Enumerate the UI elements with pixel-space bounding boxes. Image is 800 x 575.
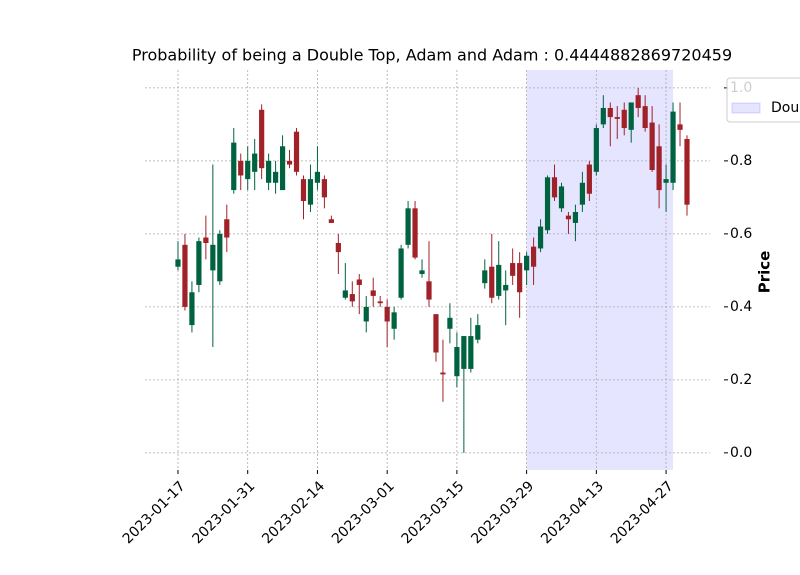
x-tick-label: 2023-03-15: [399, 478, 468, 547]
x-tick-label: 2023-01-31: [190, 478, 259, 547]
candle-body: [663, 179, 669, 183]
candle-body: [558, 186, 565, 209]
candle-body: [572, 211, 579, 223]
candle-body: [684, 138, 690, 205]
candle-body: [231, 142, 237, 191]
candle-body: [210, 244, 216, 271]
x-tick-label: 2023-03-01: [329, 478, 398, 547]
candle-body: [544, 177, 551, 231]
candle-body: [217, 233, 223, 282]
candle-body: [600, 107, 606, 125]
y-tick-label: 0.0: [730, 445, 752, 461]
candle-body: [377, 301, 383, 304]
candle-body: [391, 312, 397, 329]
candle-body: [677, 124, 683, 130]
candle-body: [579, 182, 585, 205]
candle-body: [363, 306, 369, 322]
candle-body: [656, 146, 662, 191]
candle-body: [412, 208, 418, 258]
candle-body: [461, 336, 467, 369]
candle-body: [405, 208, 411, 245]
legend: Double Top: [726, 77, 800, 123]
x-tick-label: 2023-03-29: [468, 478, 537, 547]
candle-body: [649, 122, 655, 170]
candle-body: [426, 281, 432, 300]
candle-body: [447, 317, 453, 329]
candle-body: [335, 242, 341, 253]
candle-body: [537, 226, 544, 249]
candle-body: [182, 244, 188, 307]
candle-body: [398, 248, 404, 298]
candle-body: [349, 294, 355, 302]
candle-body: [517, 263, 523, 293]
candle-body: [510, 263, 516, 276]
y-tick-label: 0.6: [730, 226, 752, 242]
candle-body: [196, 241, 202, 285]
candle-body: [356, 279, 362, 285]
candle-body: [614, 117, 620, 119]
candle-body: [496, 264, 502, 296]
candle-body: [328, 219, 334, 223]
candle-body: [489, 266, 495, 298]
candle-body: [565, 215, 572, 220]
candle-body: [370, 290, 376, 296]
candle-body: [342, 290, 348, 298]
chart-title: Probability of being a Double Top, Adam …: [132, 46, 732, 65]
candle-body: [482, 270, 488, 284]
x-tick-label: 2023-04-27: [608, 478, 677, 547]
candle-body: [593, 128, 599, 172]
shaded-region: [526, 70, 674, 470]
candle-body: [384, 306, 390, 322]
candle-body: [586, 164, 592, 194]
candle-body: [440, 372, 446, 375]
candle-body: [551, 177, 558, 198]
legend-box: [726, 77, 800, 123]
candle-body: [670, 111, 676, 183]
legend-label: Double Top: [771, 100, 800, 116]
candle-body: [314, 171, 321, 183]
candle-body: [272, 171, 279, 183]
candle-body: [307, 179, 314, 205]
x-tick-label: 2023-01-17: [120, 478, 189, 547]
candle-body: [419, 270, 425, 275]
candle-body: [175, 259, 181, 267]
candle-body: [245, 160, 251, 180]
candle-body: [189, 292, 195, 326]
candle-body: [433, 314, 439, 353]
candle-body: [279, 146, 286, 191]
candle-body: [238, 160, 244, 176]
candle-body: [607, 107, 613, 118]
legend-swatch: [731, 102, 761, 114]
candle-body: [259, 109, 265, 169]
candle-body: [628, 102, 634, 130]
candle-body: [293, 131, 300, 172]
candle-body: [321, 179, 328, 198]
candle-body: [286, 160, 293, 165]
candle-body: [468, 336, 474, 369]
y-axis-label: Price: [756, 251, 774, 294]
candle-body: [252, 153, 258, 172]
y-tick-label: 0.4: [730, 299, 752, 315]
candle-body: [621, 109, 627, 129]
candle-body: [530, 246, 537, 267]
candle-body: [266, 160, 272, 183]
candle-body: [475, 325, 481, 340]
candle-body: [454, 347, 460, 377]
candle-body: [635, 95, 641, 108]
y-tick-label: 0.2: [730, 372, 752, 388]
candle-body: [503, 284, 509, 291]
candle-body: [524, 255, 530, 271]
candle-body: [300, 179, 307, 202]
candle-body: [642, 106, 648, 129]
x-tick-label: 2023-04-13: [538, 478, 607, 547]
y-tick-label: 0.8: [730, 153, 752, 169]
candle-body: [224, 219, 230, 238]
x-tick-label: 2023-02-14: [259, 478, 328, 547]
candle-body: [203, 237, 209, 243]
